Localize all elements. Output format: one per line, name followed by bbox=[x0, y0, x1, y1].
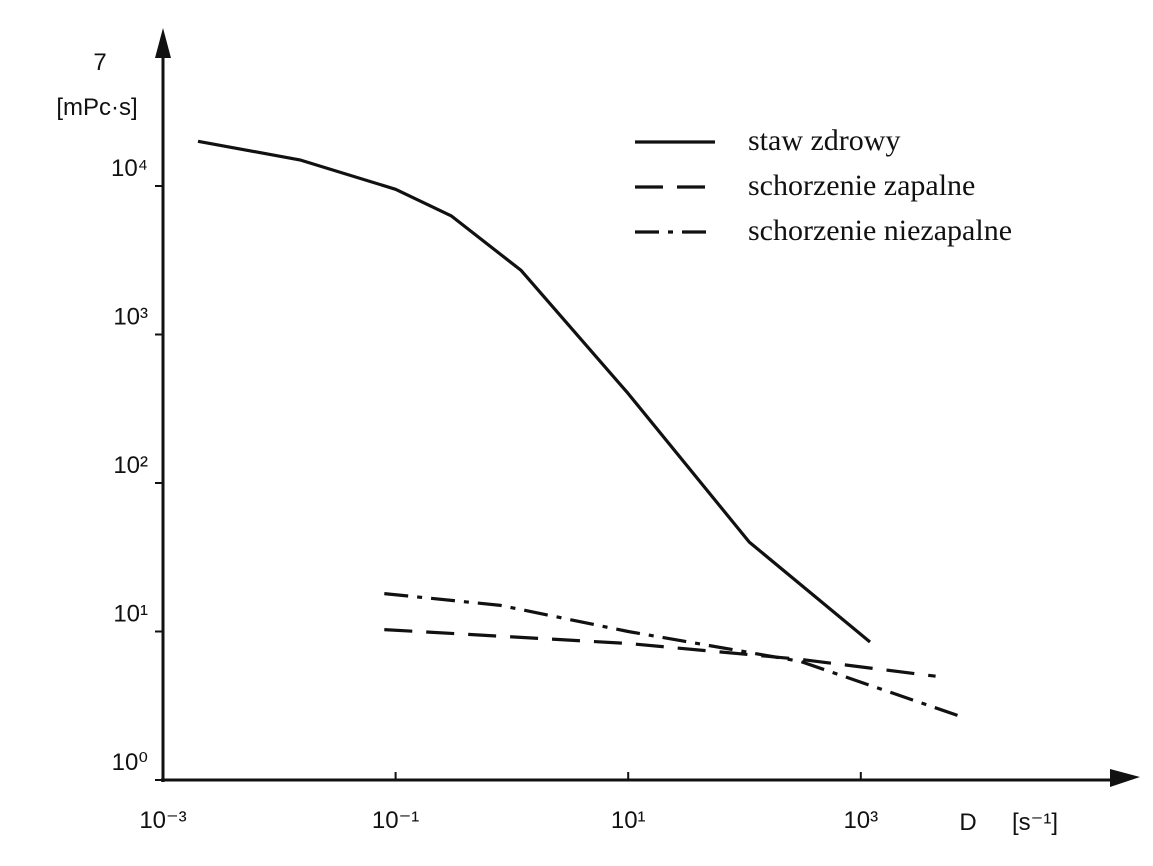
y-tick-label: 10⁴ bbox=[111, 155, 148, 182]
series-line bbox=[197, 139, 872, 644]
x-axis-arrow bbox=[1110, 769, 1140, 787]
y-tick-label: 10¹ bbox=[113, 601, 148, 628]
x-tick-label: 10³ bbox=[843, 807, 878, 834]
x-tick-label: 10⁻¹ bbox=[372, 807, 419, 834]
y-unit: [mPc·s] bbox=[56, 94, 137, 121]
y-label: 7 bbox=[93, 49, 106, 76]
x-tick-label: 10⁻³ bbox=[139, 807, 186, 834]
legend-label: schorzenie zapalne bbox=[748, 169, 975, 202]
legend-label: schorzenie niezapalne bbox=[748, 214, 1012, 247]
y-tick-label: 10⁰ bbox=[112, 749, 148, 776]
x-label: D bbox=[959, 809, 976, 836]
series-line bbox=[384, 628, 936, 678]
y-tick-label: 10³ bbox=[113, 304, 148, 331]
legend-label: staw zdrowy bbox=[748, 124, 900, 157]
y-tick-label: 10² bbox=[113, 452, 148, 479]
x-tick-label: 10¹ bbox=[611, 807, 646, 834]
series-line bbox=[384, 592, 960, 718]
y-axis-arrow bbox=[155, 28, 171, 58]
x-unit: [s⁻¹] bbox=[1012, 809, 1058, 836]
